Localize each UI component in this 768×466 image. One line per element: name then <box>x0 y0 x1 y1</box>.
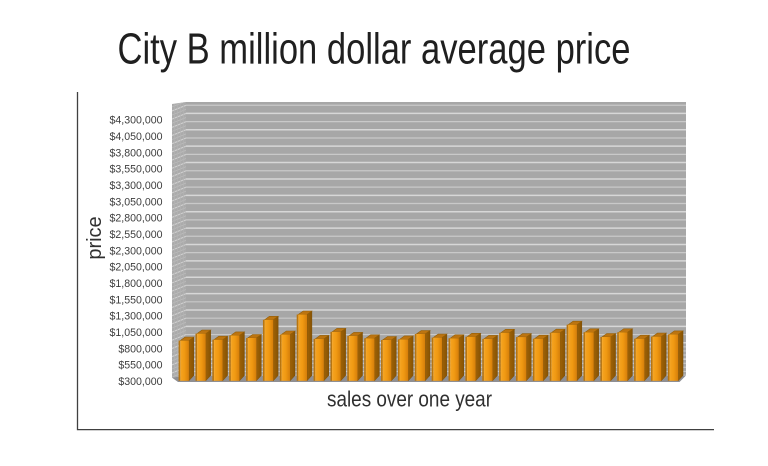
svg-text:$3,050,000: $3,050,000 <box>109 196 162 208</box>
svg-text:$2,050,000: $2,050,000 <box>109 262 162 274</box>
svg-text:City B million dollar average: City B million dollar average price <box>117 25 630 74</box>
svg-text:$1,050,000: $1,050,000 <box>109 327 162 339</box>
svg-text:$4,300,000: $4,300,000 <box>109 115 162 127</box>
svg-text:$300,000: $300,000 <box>118 376 162 388</box>
svg-text:$1,550,000: $1,550,000 <box>109 294 162 306</box>
svg-text:$2,800,000: $2,800,000 <box>109 213 162 225</box>
svg-text:$2,300,000: $2,300,000 <box>109 245 162 257</box>
svg-text:$2,550,000: $2,550,000 <box>109 229 162 241</box>
svg-text:$800,000: $800,000 <box>118 343 162 355</box>
svg-text:$4,050,000: $4,050,000 <box>109 131 162 143</box>
svg-text:sales over one year: sales over one year <box>327 387 492 412</box>
svg-text:$3,300,000: $3,300,000 <box>109 180 162 192</box>
svg-text:$1,800,000: $1,800,000 <box>109 278 162 290</box>
svg-text:$3,800,000: $3,800,000 <box>109 147 162 159</box>
svg-text:$1,300,000: $1,300,000 <box>109 311 162 323</box>
svg-text:$3,550,000: $3,550,000 <box>109 164 162 176</box>
svg-text:price: price <box>84 216 106 259</box>
svg-text:$550,000: $550,000 <box>118 360 162 372</box>
